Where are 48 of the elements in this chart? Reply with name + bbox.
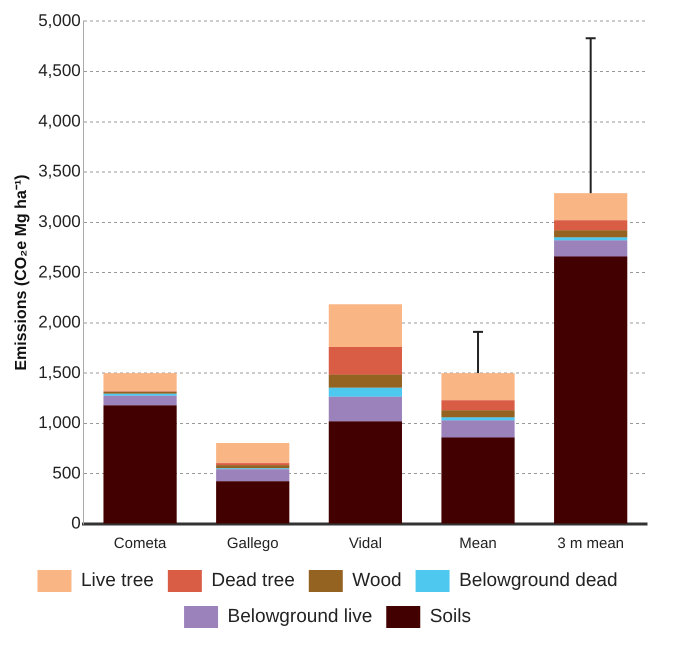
legend-label: Live tree bbox=[80, 570, 154, 592]
x-tick-label: Cometa bbox=[114, 535, 167, 552]
y-tick-label: 0 bbox=[71, 514, 81, 533]
bar bbox=[441, 400, 515, 410]
bar bbox=[328, 396, 402, 422]
x-tick-label: Gallego bbox=[226, 535, 279, 552]
bar bbox=[554, 237, 628, 240]
bar bbox=[441, 417, 515, 420]
bar bbox=[328, 304, 402, 348]
bar bbox=[328, 421, 402, 524]
y-tick-label: 2,000 bbox=[38, 312, 81, 332]
y-tick-label: 500 bbox=[52, 463, 81, 482]
y-axis-title: Emissions (CO₂e Mg ha⁻¹) bbox=[13, 174, 30, 371]
y-tick-label: 4,500 bbox=[38, 61, 81, 80]
bar bbox=[216, 481, 290, 524]
legend-label: Wood bbox=[352, 570, 402, 592]
bar bbox=[441, 438, 515, 524]
bar bbox=[328, 347, 402, 375]
bar bbox=[554, 256, 628, 524]
x-tick-label: 3 m mean bbox=[557, 535, 624, 552]
bar bbox=[103, 373, 177, 392]
bar bbox=[554, 193, 628, 220]
y-tick-label: 3,000 bbox=[38, 212, 81, 232]
bar bbox=[554, 220, 628, 230]
legend-label: Dead tree bbox=[211, 570, 295, 592]
bar bbox=[554, 240, 628, 257]
bar bbox=[103, 396, 177, 406]
y-tick-label: 1,000 bbox=[38, 413, 81, 432]
bar bbox=[554, 230, 628, 238]
x-tick-label: Mean bbox=[459, 535, 497, 552]
legend-label: Belowground dead bbox=[459, 570, 618, 592]
bar bbox=[216, 465, 290, 468]
bar bbox=[441, 420, 515, 438]
y-tick-label: 2,500 bbox=[38, 262, 81, 282]
y-tick-label: 1,500 bbox=[38, 362, 81, 382]
bar bbox=[216, 443, 290, 464]
bar bbox=[328, 388, 402, 397]
y-tick-label: 4,000 bbox=[38, 111, 81, 130]
bar bbox=[216, 469, 290, 482]
y-tick-label: 5,000 bbox=[38, 10, 81, 30]
legend-label: Belowground live bbox=[228, 606, 372, 628]
x-tick-label: Vidal bbox=[348, 535, 382, 552]
bar bbox=[328, 374, 402, 388]
bar bbox=[441, 373, 515, 400]
bar bbox=[103, 405, 177, 524]
legend-label: Soils bbox=[430, 606, 471, 628]
y-tick-label: 3,500 bbox=[38, 162, 81, 181]
bar bbox=[441, 410, 515, 418]
